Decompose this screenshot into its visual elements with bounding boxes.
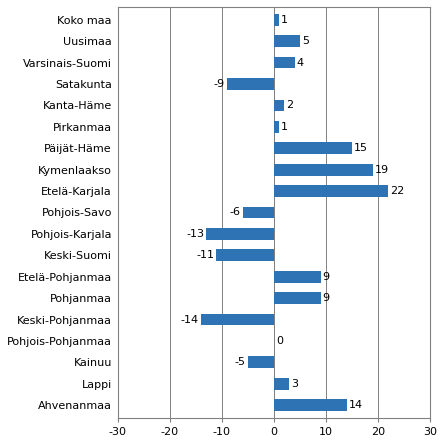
Bar (274, 143, 352, 154)
Bar (242, 206, 274, 218)
Text: 9: 9 (323, 272, 330, 281)
Text: 2: 2 (286, 100, 293, 111)
Text: -14: -14 (181, 314, 199, 325)
Text: 19: 19 (375, 165, 389, 174)
Bar (217, 250, 274, 261)
Text: 15: 15 (354, 143, 368, 153)
Text: 4: 4 (297, 58, 304, 67)
Text: 0: 0 (276, 336, 283, 346)
Text: -13: -13 (186, 229, 204, 239)
Bar (274, 57, 295, 68)
Bar (274, 292, 321, 304)
Bar (274, 121, 279, 133)
Text: -9: -9 (214, 79, 225, 89)
Bar (274, 271, 321, 282)
Bar (274, 36, 300, 47)
Text: 9: 9 (323, 293, 330, 303)
Bar (274, 185, 388, 197)
Bar (227, 78, 274, 90)
Bar (201, 313, 274, 325)
Bar (274, 99, 284, 111)
Text: -6: -6 (230, 207, 241, 218)
Bar (274, 378, 289, 390)
Text: 14: 14 (349, 400, 363, 410)
Text: 22: 22 (390, 186, 405, 196)
Text: 3: 3 (292, 379, 298, 389)
Text: -5: -5 (234, 357, 246, 367)
Text: 5: 5 (302, 36, 309, 46)
Bar (274, 14, 279, 26)
Bar (274, 399, 347, 411)
Text: 1: 1 (281, 122, 288, 132)
Text: -11: -11 (196, 250, 214, 260)
Bar (206, 228, 274, 240)
Bar (274, 164, 373, 175)
Bar (248, 357, 274, 368)
Text: 1: 1 (281, 15, 288, 25)
